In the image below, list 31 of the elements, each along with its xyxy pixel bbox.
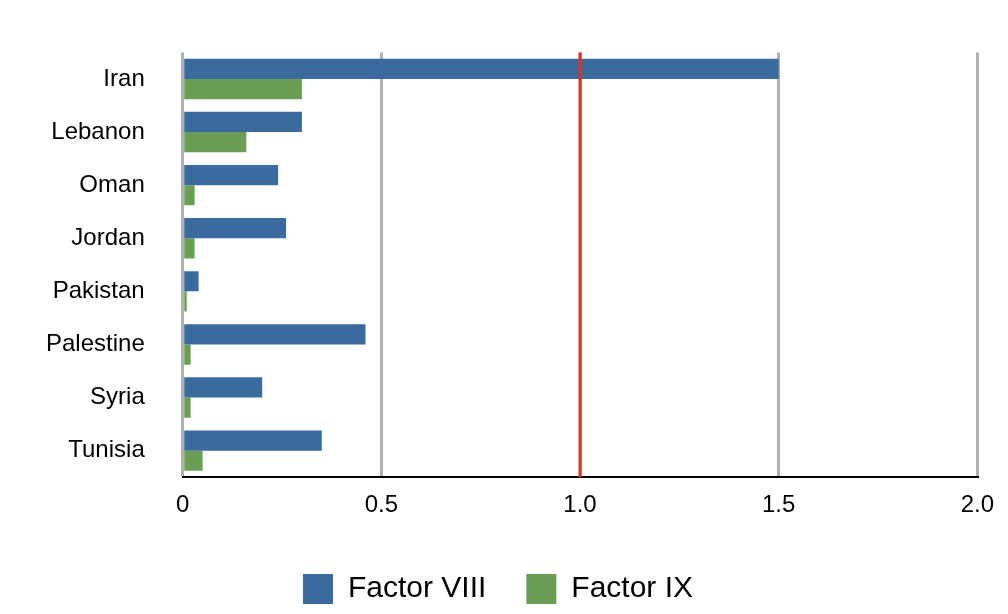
x-tick-label: 1.5 [761,490,796,518]
bar [184,324,366,345]
bar [184,450,203,471]
bar [184,185,195,206]
bar [184,218,287,239]
bar [184,111,302,133]
y-tick-label: Palestine [46,329,145,357]
y-tick-label: Jordan [71,222,145,250]
legend-label: Factor IX [571,570,694,604]
bar [184,291,187,312]
y-tick-label: Syria [90,382,146,410]
bar [184,132,247,153]
bar [184,397,191,418]
bar [184,430,322,451]
bar [184,344,191,365]
bar [184,78,302,100]
bar [184,164,279,186]
y-tick-label: Tunisia [68,435,146,463]
x-tick-label: 0.5 [364,490,399,518]
x-tick-label: 1.0 [563,490,597,518]
x-tick-label: 0 [176,490,190,518]
y-tick-label: Pakistan [52,275,145,303]
legend-label: Factor VIII [347,570,487,604]
x-tick-label: 2.0 [960,490,995,518]
y-tick-label: Oman [79,169,145,197]
bar [184,238,195,259]
bar [184,271,199,292]
y-tick-label: Iran [103,63,145,91]
bar [184,377,263,398]
y-tick-label: Lebanon [51,116,145,144]
bar [184,58,779,79]
